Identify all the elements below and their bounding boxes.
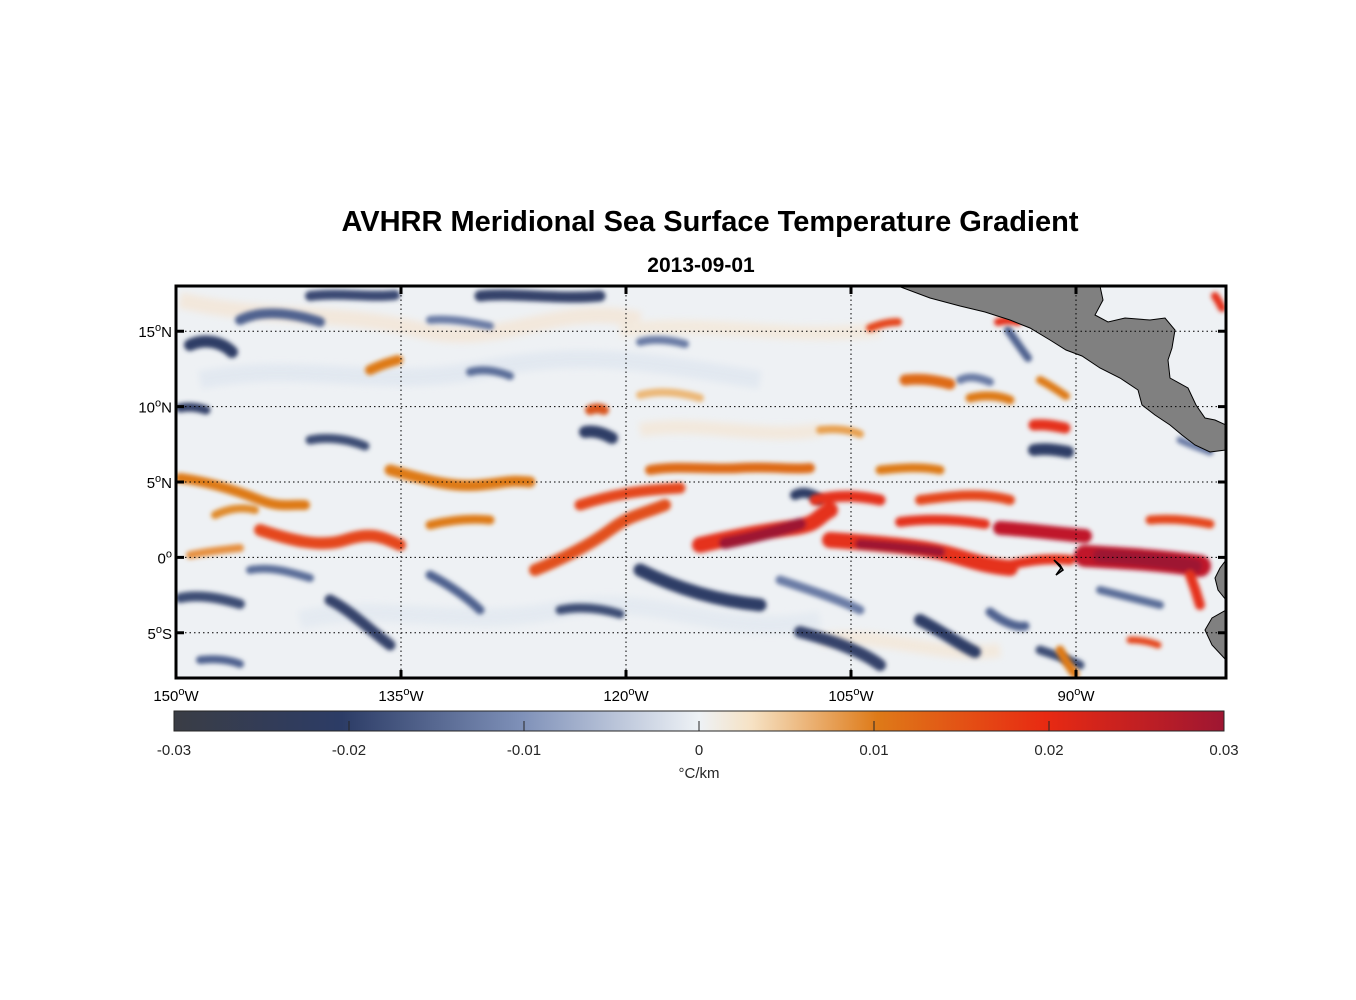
lon-tick-label: 135oW xyxy=(378,686,424,705)
lon-tick-label: 105oW xyxy=(828,686,874,705)
landmass xyxy=(897,286,1226,661)
south-america-land xyxy=(1214,559,1226,601)
lon-tick-label: 90oW xyxy=(1058,686,1096,705)
colorbar-tick-label: 0.01 xyxy=(859,742,888,759)
colorbar-unit: °C/km xyxy=(679,765,720,782)
lat-tick-label: 5oN xyxy=(147,473,172,492)
sst-gradient-field xyxy=(176,286,1226,678)
lon-tick-label: 120oW xyxy=(603,686,649,705)
positive-gradient-patches xyxy=(176,292,1226,678)
lat-tick-label: 15oN xyxy=(138,322,172,341)
figure-title: AVHRR Meridional Sea Surface Temperature… xyxy=(341,206,1079,238)
colorbar-ticks: -0.03 -0.02 -0.01 0 0.01 0.02 0.03 xyxy=(157,721,1239,759)
lat-tick-label: 5oS xyxy=(148,624,172,643)
lat-tick-label: 0o xyxy=(158,548,172,567)
colorbar-tick-label: 0 xyxy=(695,742,703,759)
map-ticks: 150oW 135oW 120oW 105oW 90oW 15oN 10oN 5oN 0o 5oS xyxy=(138,286,1226,705)
colorbar-tick-label: -0.01 xyxy=(507,742,541,759)
colorbar-tick-label: 0.02 xyxy=(1034,742,1063,759)
negative-gradient-patches xyxy=(176,289,1214,671)
colorbar-tick-label: 0.03 xyxy=(1209,742,1238,759)
central-america-land xyxy=(897,286,1226,453)
colorbar-tick-label: -0.03 xyxy=(157,742,191,759)
lat-tick-label: 10oN xyxy=(138,398,172,417)
colorbar-tick-label: -0.02 xyxy=(332,742,366,759)
figure-subtitle: 2013-09-01 xyxy=(647,254,755,277)
south-america-land-south xyxy=(1204,609,1226,661)
lon-tick-label: 150oW xyxy=(153,686,199,705)
galapagos-islands xyxy=(1053,559,1064,576)
